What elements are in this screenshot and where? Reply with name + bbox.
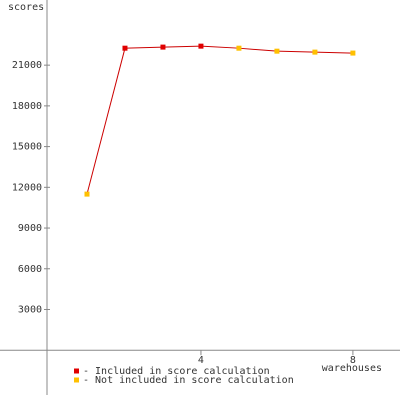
point: [84, 191, 90, 197]
line-segment: [124, 46, 163, 49]
y-tick-label: 3000: [18, 304, 42, 315]
y-tick-label: 12000: [12, 182, 42, 193]
legend-marker: [74, 368, 79, 374]
legend-label: - Not included in score calculation: [83, 375, 294, 386]
y-tick-label: 6000: [18, 264, 42, 275]
x-tick-label: 4: [198, 355, 204, 366]
line-segment: [162, 45, 201, 48]
point: [312, 49, 318, 55]
y-axis-label: scores: [8, 2, 44, 13]
x-tick-label: 8: [350, 355, 356, 366]
legend-label: - Included in score calculation: [83, 366, 270, 377]
x-axis-label: warehouses: [322, 363, 382, 374]
point: [274, 48, 280, 54]
y-tick-label: 15000: [12, 142, 42, 153]
point: [160, 44, 166, 50]
y-tick-label: 9000: [18, 223, 42, 234]
point: [122, 45, 128, 51]
y-tick-label: 21000: [12, 60, 42, 71]
point: [350, 50, 356, 56]
line-segment: [238, 47, 277, 52]
line-segment: [200, 45, 239, 49]
y-tick-label: 18000: [12, 101, 42, 112]
line-segment: [86, 48, 126, 195]
point: [198, 43, 204, 49]
line-segment: [276, 50, 315, 53]
point: [236, 45, 242, 51]
line-segment: [314, 51, 353, 54]
legend-marker: [74, 377, 79, 383]
